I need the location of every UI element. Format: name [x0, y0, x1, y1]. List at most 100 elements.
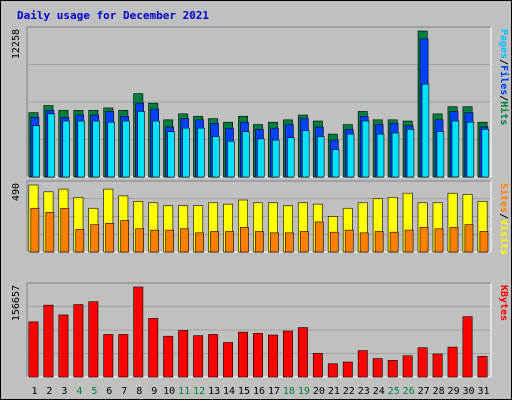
- kbytes-bar-day-9: [148, 318, 159, 378]
- sites-bar-day-17: [270, 232, 279, 253]
- sites-bar-day-8: [135, 228, 144, 253]
- pages-bar-day-10: [167, 131, 175, 178]
- kbytes-bar-day-22: [342, 361, 353, 378]
- pages-bar-day-26: [406, 129, 415, 178]
- x-tick-label-day-29: 29: [448, 386, 460, 397]
- kbytes-bar-day-26: [402, 355, 413, 378]
- x-tick-label-day-6: 6: [106, 386, 112, 397]
- y-axis-max-label: 490: [11, 183, 22, 201]
- pages-bar-day-13: [212, 136, 220, 178]
- side-label-part: Pages: [498, 29, 509, 59]
- x-tick-label-day-21: 21: [328, 386, 340, 397]
- pages-bar-day-20: [316, 136, 325, 178]
- kbytes-bar-day-15: [238, 331, 248, 378]
- x-tick-label-day-15: 15: [238, 386, 250, 397]
- sites-bar-day-7: [120, 220, 130, 253]
- kbytes-bar-day-5: [88, 301, 99, 378]
- x-tick-label-day-26: 26: [403, 386, 415, 397]
- side-label-part: Visits: [498, 219, 510, 255]
- x-tick-label-day-8: 8: [136, 386, 142, 397]
- x-tick-label-day-4: 4: [76, 386, 82, 397]
- sites-bar-day-28: [434, 228, 444, 253]
- pages-bar-day-16: [257, 138, 265, 178]
- pages-bar-day-23: [361, 120, 370, 178]
- sites-bar-day-1: [30, 207, 40, 253]
- x-tick-label-day-18: 18: [283, 386, 295, 397]
- x-tick-label-day-1: 1: [31, 386, 37, 397]
- x-tick-label-day-7: 7: [121, 386, 127, 397]
- kbytes-bar-day-4: [73, 304, 84, 378]
- sites-bar-day-5: [90, 224, 100, 253]
- sites-bar-day-21: [329, 231, 339, 253]
- chart-title: Daily usage for December 2021: [17, 9, 209, 22]
- kbytes-bar-day-2: [43, 304, 54, 378]
- pages-bar-day-22: [346, 133, 355, 178]
- pages-bar-day-7: [122, 120, 130, 178]
- kbytes-bar-day-8: [133, 286, 144, 378]
- x-tick-label-day-16: 16: [253, 386, 265, 397]
- y-axis-max-label: 12258: [11, 29, 22, 59]
- kbytes-bar-day-12: [193, 335, 204, 378]
- pages-bar-day-14: [227, 140, 235, 178]
- kbytes-bar-day-31: [477, 356, 488, 378]
- x-tick-label-day-14: 14: [223, 386, 235, 397]
- sites-bar-day-4: [75, 229, 85, 253]
- kbytes-bar-day-27: [417, 347, 428, 378]
- side-label-part: Files: [498, 65, 510, 95]
- x-tick-label-day-27: 27: [418, 386, 430, 397]
- y-axis-max-label: 156657: [11, 285, 22, 321]
- pages-bar-day-29: [451, 120, 460, 178]
- side-label-part: /: [498, 59, 509, 65]
- sites-bar-day-2: [45, 212, 55, 253]
- kbytes-bar-day-19: [297, 327, 308, 378]
- sites-bar-day-30: [464, 224, 474, 253]
- kbytes-bar-day-20: [312, 353, 323, 378]
- kbytes-bar-day-17: [268, 334, 278, 378]
- sites-bar-day-25: [389, 231, 399, 253]
- kbytes-bar-day-11: [178, 330, 189, 378]
- sites-bar-day-9: [150, 229, 159, 253]
- side-label-part: Hits: [498, 101, 510, 125]
- kbytes-bar-day-7: [118, 334, 129, 378]
- sites-bar-day-23: [359, 232, 369, 253]
- x-tick-label-day-5: 5: [91, 386, 97, 397]
- pages-bar-day-5: [92, 120, 100, 178]
- side-label-part: /: [498, 213, 509, 219]
- kbytes-bar-day-16: [253, 333, 263, 378]
- pages-bar-day-1: [32, 125, 41, 178]
- x-tick-label-day-13: 13: [208, 386, 220, 397]
- side-label-part: KBytes: [498, 285, 509, 321]
- x-tick-label-day-9: 9: [151, 386, 157, 397]
- pages-bar-day-25: [391, 132, 400, 178]
- kbytes-bar-day-10: [163, 335, 174, 378]
- pages-bar-day-9: [152, 120, 160, 178]
- kbytes-bar-day-30: [462, 316, 473, 378]
- pages-bar-day-21: [331, 149, 340, 178]
- pages-bar-day-24: [376, 133, 385, 178]
- x-tick-label-day-11: 11: [178, 386, 190, 397]
- kbytes-bar-day-18: [282, 330, 293, 378]
- kbytes-bar-day-23: [357, 350, 368, 378]
- sites-bar-day-18: [284, 232, 294, 253]
- kbytes-bar-day-6: [103, 334, 114, 378]
- x-tick-label-day-23: 23: [358, 386, 370, 397]
- kbytes-bar-day-14: [223, 342, 233, 378]
- pages-bar-day-15: [242, 131, 250, 178]
- panel-2-side-label: Sites/Visits: [498, 183, 510, 255]
- kbytes-bar-day-21: [327, 363, 338, 378]
- x-tick-label-day-31: 31: [477, 386, 489, 397]
- sites-bar-day-13: [210, 231, 219, 253]
- sites-bar-day-31: [479, 231, 489, 253]
- kbytes-bar-day-1: [28, 321, 39, 378]
- sites-bar-day-26: [404, 229, 414, 253]
- sites-bar-day-14: [225, 231, 234, 253]
- sites-bar-day-27: [419, 227, 429, 253]
- pages-bar-day-31: [481, 129, 490, 178]
- kbytes-bar-day-3: [58, 314, 69, 378]
- x-tick-label-day-19: 19: [298, 386, 310, 397]
- pages-bar-day-28: [436, 131, 445, 178]
- kbytes-bar-day-29: [447, 346, 458, 378]
- pages-bar-day-6: [107, 121, 115, 178]
